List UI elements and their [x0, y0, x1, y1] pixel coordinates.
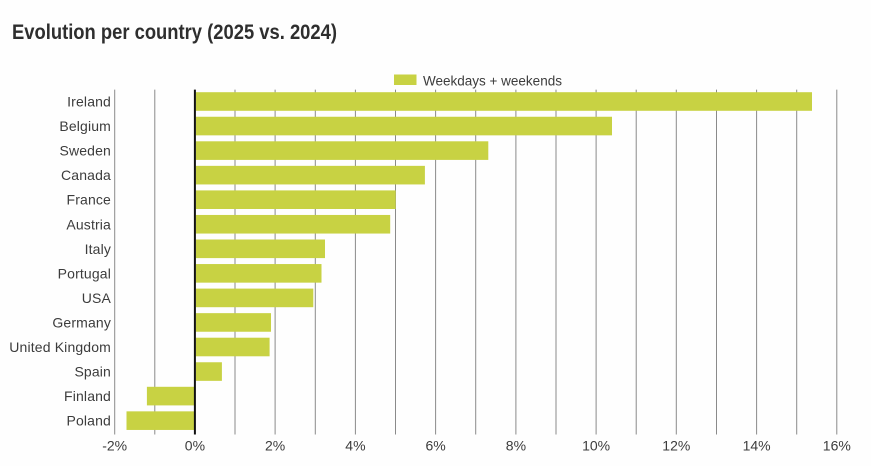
svg-text:6%: 6% — [425, 438, 445, 454]
svg-text:Weekdays + weekends: Weekdays + weekends — [423, 74, 562, 89]
svg-text:-2%: -2% — [102, 438, 127, 454]
svg-text:France: France — [67, 192, 112, 208]
svg-text:Spain: Spain — [74, 364, 111, 380]
svg-text:Portugal: Portugal — [58, 265, 111, 281]
svg-text:10%: 10% — [582, 438, 610, 454]
svg-text:2%: 2% — [265, 438, 285, 454]
svg-text:Austria: Austria — [66, 216, 111, 232]
svg-text:16%: 16% — [823, 438, 851, 454]
svg-text:0%: 0% — [185, 438, 205, 454]
svg-text:Belgium: Belgium — [59, 118, 111, 134]
svg-text:Evolution per country (2025 vs: Evolution per country (2025 vs. 2024) — [12, 21, 337, 44]
svg-text:USA: USA — [82, 290, 112, 306]
svg-text:8%: 8% — [506, 438, 526, 454]
svg-text:Finland: Finland — [64, 388, 111, 404]
svg-text:14%: 14% — [743, 438, 771, 454]
svg-text:4%: 4% — [345, 438, 365, 454]
svg-text:Italy: Italy — [85, 241, 111, 257]
svg-text:Poland: Poland — [67, 413, 112, 429]
svg-text:Sweden: Sweden — [60, 143, 112, 159]
svg-text:12%: 12% — [662, 438, 690, 454]
svg-text:Ireland: Ireland — [67, 94, 111, 110]
svg-text:United Kingdom: United Kingdom — [9, 339, 111, 355]
svg-text:Canada: Canada — [61, 167, 111, 183]
svg-text:Germany: Germany — [52, 314, 111, 330]
